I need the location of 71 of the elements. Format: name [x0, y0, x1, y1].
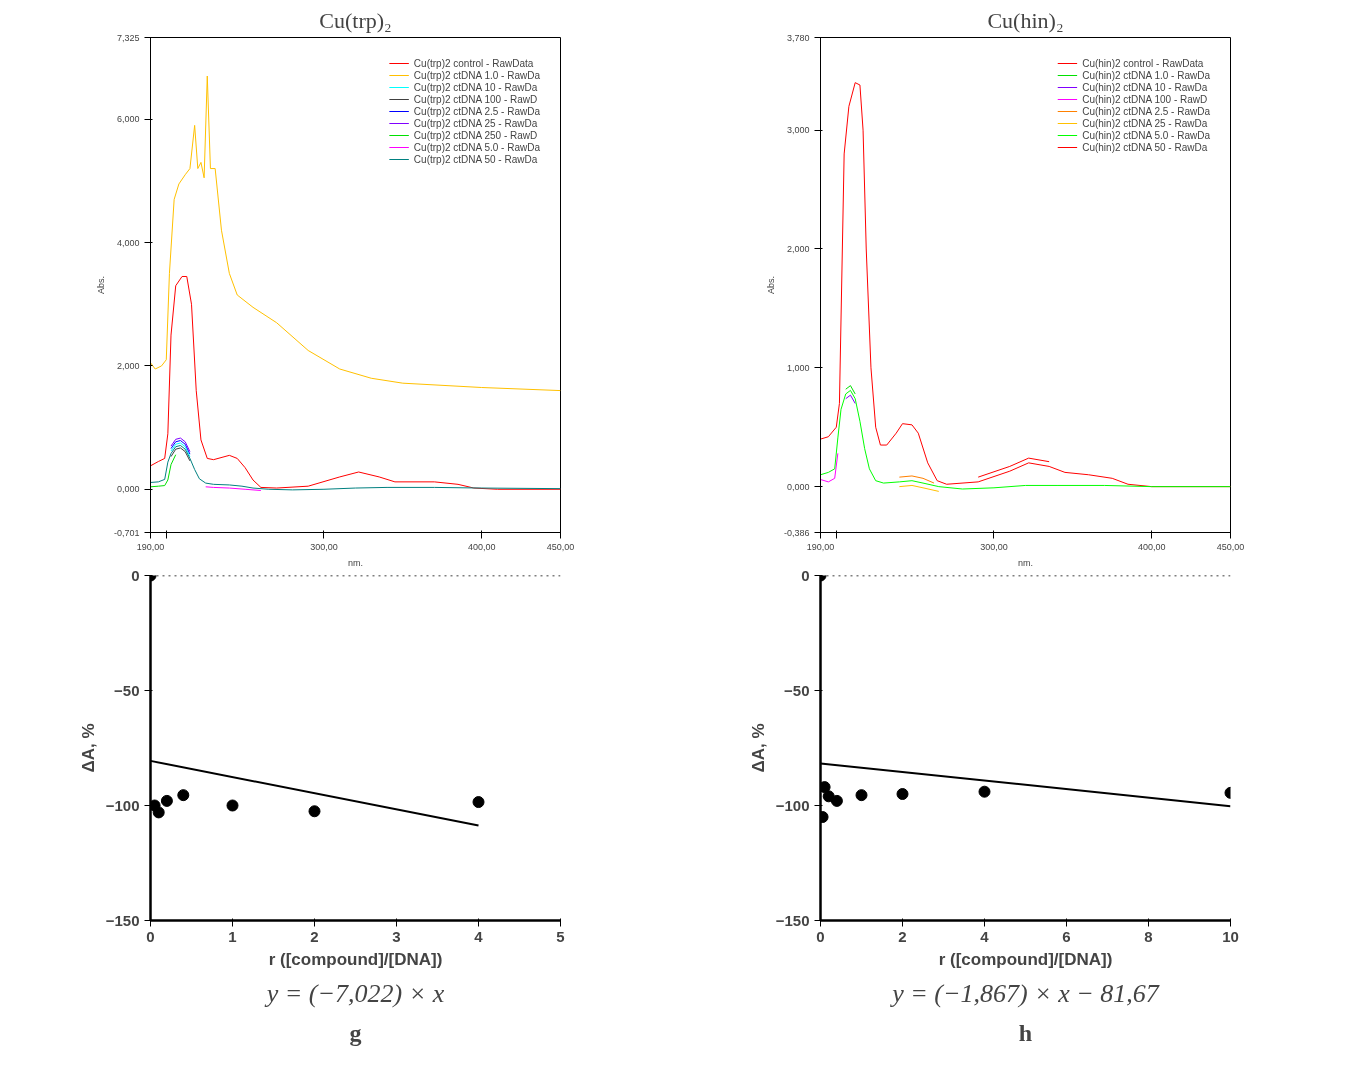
y-tick-label: 2,000: [116, 360, 140, 371]
y-tick-label: 0,000: [116, 484, 140, 495]
y-tick-label: −100: [105, 796, 140, 814]
y-tick-label: 0,000: [786, 481, 810, 492]
legend-label: Cu(trp)2 ctDNA 250 - RawD: [413, 129, 538, 141]
x-axis-title: nm.: [1018, 557, 1034, 568]
x-tick-label: 6: [1062, 927, 1071, 945]
legend-label: Cu(hin)2 ctDNA 5.0 - RawDa: [1082, 129, 1210, 141]
legend-label: Cu(trp)2 ctDNA 25 - RawDa: [413, 117, 538, 129]
legend-label: Cu(trp)2 ctDNA 10 - RawDa: [413, 81, 538, 93]
y-axis-title: Abs.: [95, 275, 106, 294]
legend-label: Cu(hin)2 ctDNA 2.5 - RawDa: [1082, 105, 1210, 117]
y-tick-label: 0: [801, 566, 810, 584]
y-tick-label: −50: [114, 681, 140, 699]
x-tick-label: 2: [898, 927, 907, 945]
y-tick-label: −150: [775, 911, 810, 929]
x-tick-label: 5: [556, 927, 565, 945]
x-tick-label: 4: [474, 927, 484, 945]
legend-label: Cu(trp)2 ctDNA 50 - RawDa: [413, 153, 538, 165]
legend-label: Cu(hin)2 ctDNA 25 - RawDa: [1082, 117, 1208, 129]
x-tick-label: 300,00: [980, 541, 1008, 552]
x-tick-label: 1: [228, 927, 237, 945]
y-axis-title: ΔA, %: [78, 723, 98, 773]
y-tick-label: 2,000: [786, 244, 810, 254]
y-axis-title: Abs.: [765, 275, 776, 294]
x-tick-label: 4: [980, 927, 990, 945]
x-tick-label: 8: [1144, 927, 1153, 945]
x-tick-label: 0: [146, 927, 155, 945]
y-tick-label: 1,000: [786, 362, 810, 373]
x-axis-title: r ([compound]/[DNA]): [268, 949, 443, 969]
legend-label: Cu(trp)2 ctDNA 1.0 - RawDa: [413, 69, 540, 81]
x-tick-label: 450,00: [546, 541, 575, 552]
chart-title: Cu(trp)₂: [319, 7, 392, 33]
text: h: [1018, 1019, 1033, 1046]
x-axis-title: r ([compound]/[DNA]): [938, 949, 1113, 969]
y-tick-label: 0: [131, 566, 140, 584]
y-axis-title: ΔA, %: [748, 723, 768, 773]
legend-label: Cu(trp)2 ctDNA 2.5 - RawDa: [413, 105, 540, 117]
x-tick-label: 450,00: [1216, 541, 1245, 552]
y-tick-label: 4,000: [116, 237, 140, 248]
legend-label: Cu(hin)2 ctDNA 1.0 - RawDa: [1082, 69, 1210, 81]
x-tick-label: 0: [816, 927, 825, 945]
y-tick-label: 6,000: [116, 114, 140, 125]
legend-label: Cu(hin)2 ctDNA 50 - RawDa: [1082, 141, 1208, 153]
legend-label: Cu(trp)2 ctDNA 5.0 - RawDa: [413, 141, 540, 153]
y-tick-label: 7,325: [116, 32, 140, 43]
text: y = (−1,867) × x − 81,67: [889, 978, 1160, 1008]
legend-label: Cu(hin)2 ctDNA 100 - RawD: [1082, 93, 1208, 105]
x-axis-title: nm.: [348, 557, 364, 568]
y-tick-label: -0,701: [113, 527, 140, 538]
y-tick-label: −50: [784, 681, 810, 699]
legend-label: Cu(trp)2 ctDNA 100 - RawD: [413, 93, 538, 105]
x-tick-label: 2: [310, 927, 319, 945]
y-tick-label: −150: [105, 911, 140, 929]
text: y = (−7,022) × x: [263, 978, 445, 1008]
x-tick-label: 3: [392, 927, 401, 945]
x-tick-label: 10: [1222, 927, 1239, 945]
chart-title: Cu(hin)₂: [987, 7, 1064, 33]
y-tick-label: -0,386: [783, 527, 810, 538]
x-tick-label: 400,00: [1137, 541, 1166, 552]
x-tick-label: 190,00: [806, 541, 835, 552]
x-tick-label: 400,00: [467, 541, 496, 552]
y-tick-label: 3,780: [786, 32, 810, 43]
x-tick-label: 190,00: [136, 541, 165, 552]
legend-label: Cu(hin)2 ctDNA 10 - RawDa: [1082, 81, 1208, 93]
legend-label: Cu(hin)2 control - RawData: [1082, 57, 1204, 69]
legend-label: Cu(trp)2 control - RawData: [413, 57, 534, 69]
y-tick-label: −100: [775, 796, 810, 814]
x-tick-label: 300,00: [310, 541, 338, 552]
y-tick-label: 3,000: [786, 125, 810, 136]
text: g: [349, 1019, 362, 1046]
